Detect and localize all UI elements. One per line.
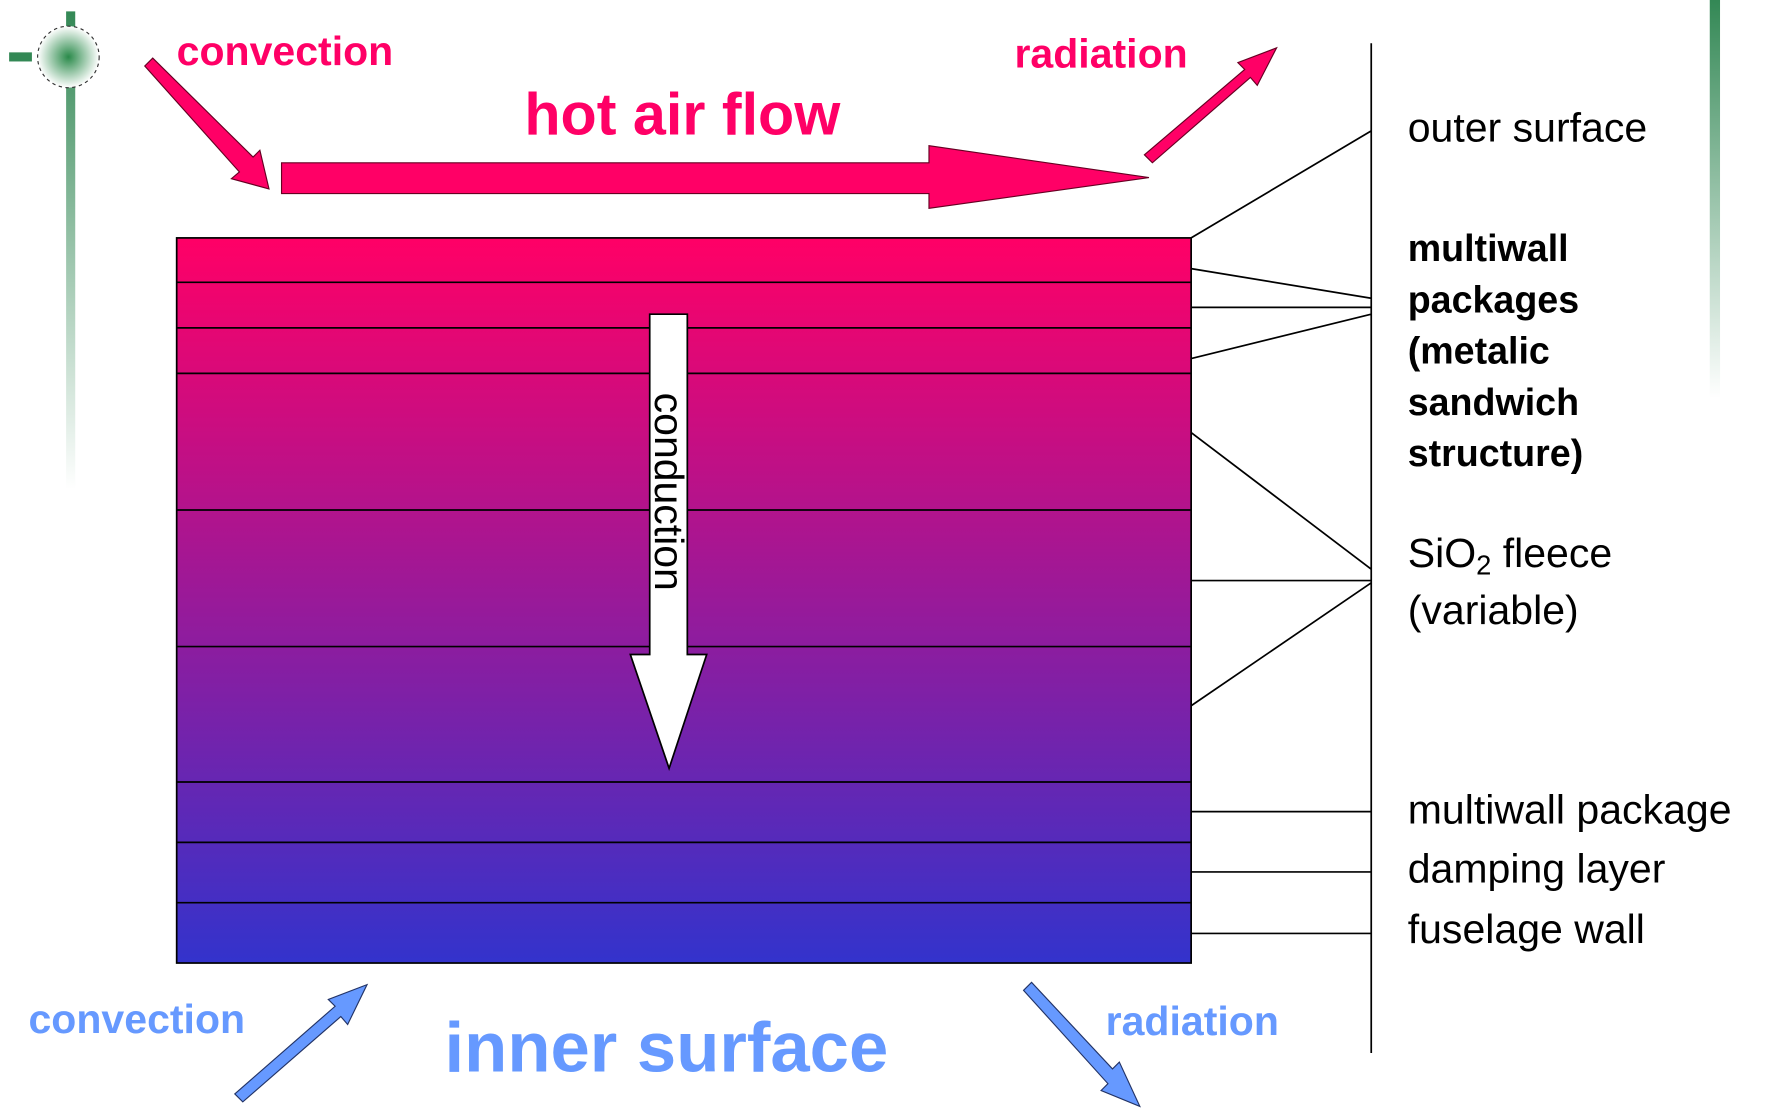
leader-lines (1190, 43, 1373, 1053)
radiation-arrow (1022, 981, 1141, 1108)
label: packages (1408, 278, 1579, 320)
label: sandwich (1408, 381, 1579, 423)
label: structure) (1408, 432, 1584, 474)
deco-bar (1709, 0, 1721, 399)
label: hot air flow (524, 80, 841, 147)
label: radiation (1014, 31, 1187, 77)
label: SiO2 fleece (1408, 530, 1613, 580)
label: (variable) (1408, 587, 1579, 633)
deco-tick (9, 52, 32, 62)
label: conduction (646, 393, 692, 591)
label: damping layer (1408, 846, 1666, 892)
label: convection (28, 996, 245, 1042)
flow-arrow (280, 145, 1150, 209)
label: inner surface (445, 1008, 889, 1087)
deco-bar (66, 11, 76, 490)
label: radiation (1106, 998, 1279, 1044)
radiation-arrow (1143, 46, 1278, 164)
conduction-arrow (629, 313, 708, 772)
label-group: multiwall packages (metalic sandwich structu… (1408, 227, 1584, 474)
deco-dot (37, 25, 100, 89)
label: SiO (1408, 530, 1476, 576)
label: fuselage wall (1408, 906, 1645, 952)
label: outer surface (1408, 105, 1647, 151)
convection-arrow (143, 57, 270, 190)
subscript: 2 (1476, 549, 1491, 580)
label: multiwall package (1408, 786, 1732, 832)
convection-arrow (233, 983, 369, 1103)
label: fleece (1491, 530, 1612, 576)
label: (metalic (1408, 330, 1550, 372)
label: convection (177, 28, 394, 74)
label: multiwall (1408, 227, 1569, 269)
